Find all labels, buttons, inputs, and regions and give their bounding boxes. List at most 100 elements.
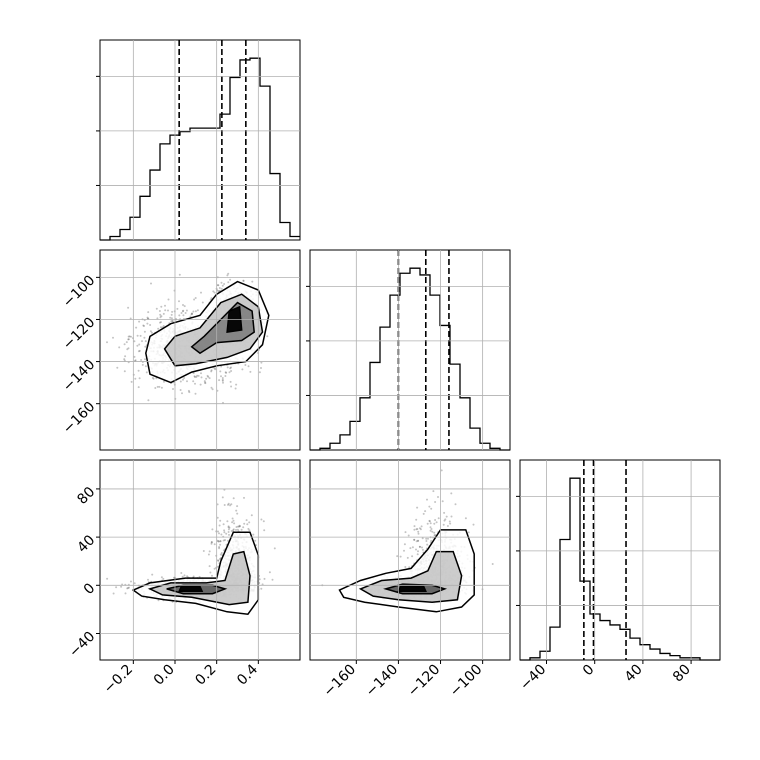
density-row3-col2-point bbox=[429, 526, 432, 529]
density-row3-col2-point bbox=[415, 528, 418, 531]
density-row3-col1-point bbox=[218, 524, 221, 527]
y-axis-row2-label-0: −100 bbox=[60, 272, 99, 311]
density-row2-col1-point bbox=[203, 380, 206, 383]
y-axis-row3-label-3: −40 bbox=[66, 629, 98, 661]
hist-col2-steps bbox=[310, 267, 510, 451]
hist-col1-grid bbox=[100, 40, 300, 240]
density-row3-col1-point bbox=[232, 519, 235, 522]
y-axis-row2: −100 −120−140−160 bbox=[60, 272, 100, 437]
density-row2-col1-point bbox=[160, 386, 163, 389]
density-row2-col1-point bbox=[194, 392, 197, 395]
density-row3-col1-point bbox=[192, 575, 195, 578]
density-row3-col1-point bbox=[224, 539, 226, 541]
density-row2-col1-point bbox=[182, 309, 185, 312]
density-row3-col1-point bbox=[186, 575, 189, 578]
density-row2-col1-point bbox=[196, 374, 199, 377]
density-row3-col1-point bbox=[124, 592, 127, 595]
density-row3-col2-point bbox=[417, 539, 419, 542]
y-axis-row3: 80 40 0 −40 bbox=[66, 484, 100, 661]
density-row3-col1-point bbox=[162, 577, 165, 580]
density-row3-col1-point bbox=[231, 521, 234, 524]
density-row3-col2-point bbox=[411, 546, 414, 549]
density-row3-col2-point bbox=[429, 522, 432, 525]
density-row3-col1-point bbox=[229, 504, 232, 507]
density-row2-col1-point bbox=[192, 372, 195, 375]
density-row3-col1-point bbox=[243, 522, 246, 525]
density-row2-col1-point bbox=[228, 371, 231, 374]
density-row2-col1-point bbox=[220, 365, 223, 368]
density-row3-col1-point bbox=[218, 546, 221, 548]
density-row3-col2-point bbox=[417, 539, 420, 542]
x-axis-col1-label-3: 0.4 bbox=[234, 661, 261, 688]
density-row2-col1-point bbox=[229, 367, 232, 370]
density-row2-col1-point bbox=[154, 387, 157, 389]
x-axis-col1-label-0: −0.2 bbox=[101, 662, 136, 697]
density-row3-col2-point bbox=[443, 511, 446, 514]
density-row2-col1-point bbox=[135, 326, 138, 329]
density-row3-col2-point bbox=[417, 550, 419, 553]
density-row3-col2-point bbox=[411, 555, 414, 558]
density-row2-col1-point bbox=[189, 315, 192, 318]
density-row2-col1-point bbox=[207, 375, 210, 378]
x-axis-col1: −0.2 0.0 0.2 0.4 bbox=[101, 660, 261, 697]
density-row3-col1-point bbox=[236, 528, 239, 531]
density-row3-col1-point bbox=[211, 574, 213, 577]
density-row2-col1-point bbox=[159, 316, 162, 319]
density-row3-col2-point bbox=[425, 537, 428, 540]
density-row2-col1-point bbox=[171, 320, 174, 323]
density-row2-col1-point bbox=[223, 283, 226, 285]
density-row2-col1-point bbox=[200, 372, 202, 375]
density-row3-col1-point bbox=[254, 539, 257, 542]
density-row2-col1-point bbox=[123, 359, 126, 362]
density-row2-col1-point bbox=[127, 347, 130, 350]
density-row2-col1-point bbox=[134, 359, 137, 362]
density-row3-col1-point bbox=[216, 565, 219, 568]
density-row2-col1-point bbox=[141, 363, 144, 366]
density-row3-col2-point bbox=[403, 549, 405, 552]
density-row3-col1-point bbox=[216, 516, 219, 519]
density-row2-col1-point bbox=[144, 340, 147, 343]
density-row2-col1-point bbox=[159, 321, 161, 324]
density-row2-col1-point bbox=[151, 376, 154, 379]
density-row2-col1-point bbox=[212, 290, 215, 293]
density-row3-col2-point bbox=[429, 529, 432, 532]
density-row3-col1-point bbox=[216, 503, 219, 506]
density-row2-col1-point bbox=[163, 380, 165, 383]
hist-col3 bbox=[516, 459, 721, 661]
density-row3-col2-point bbox=[467, 531, 470, 534]
density-row2-col1-point bbox=[123, 370, 126, 373]
density-row2-col1-point bbox=[186, 380, 188, 383]
density-row3-col1-point bbox=[227, 539, 229, 542]
density-row2-col1-point bbox=[181, 310, 184, 313]
density-row2-col1-point bbox=[170, 317, 173, 320]
density-row3-col2-point bbox=[415, 548, 417, 551]
density-row2-col1-point bbox=[147, 399, 150, 402]
x-axis-col3-label-0: −40 bbox=[517, 662, 549, 694]
density-row3-col1-point bbox=[218, 532, 220, 535]
density-row2-col1-point bbox=[204, 381, 207, 384]
density-row3-col1-point bbox=[202, 550, 205, 552]
density-row3-col2-point bbox=[403, 543, 406, 546]
density-row3-col1-point bbox=[232, 529, 235, 532]
density-row2-col1-point bbox=[127, 338, 130, 341]
density-row3-col1-point bbox=[219, 540, 222, 543]
density-row3-col2-point bbox=[409, 547, 412, 550]
density-row2-col1-point bbox=[220, 287, 223, 290]
density-row2-col1-point bbox=[190, 313, 193, 316]
hist-col1-frame bbox=[99, 39, 301, 241]
x-axis-col3: −40 0 40 80 bbox=[517, 660, 694, 694]
hist-col1 bbox=[96, 39, 301, 241]
density-row2-col1-point bbox=[195, 376, 198, 378]
density-row2-col1-point bbox=[150, 331, 153, 334]
density-row2-col1-point bbox=[137, 386, 140, 389]
density-row2-col1-point bbox=[134, 377, 137, 380]
density-row3-col2-point bbox=[418, 545, 421, 548]
density-row3-col2-point bbox=[430, 528, 433, 530]
density-row3-col1-point bbox=[242, 526, 245, 529]
density-row2-col1-point bbox=[213, 291, 216, 294]
density-row3-col2-point bbox=[396, 555, 399, 558]
density-row2-col1-point bbox=[167, 298, 170, 301]
density-row3-col2-point bbox=[450, 492, 453, 495]
density-row2-col1-point bbox=[155, 307, 158, 310]
density-row2-col1-point bbox=[127, 335, 130, 338]
